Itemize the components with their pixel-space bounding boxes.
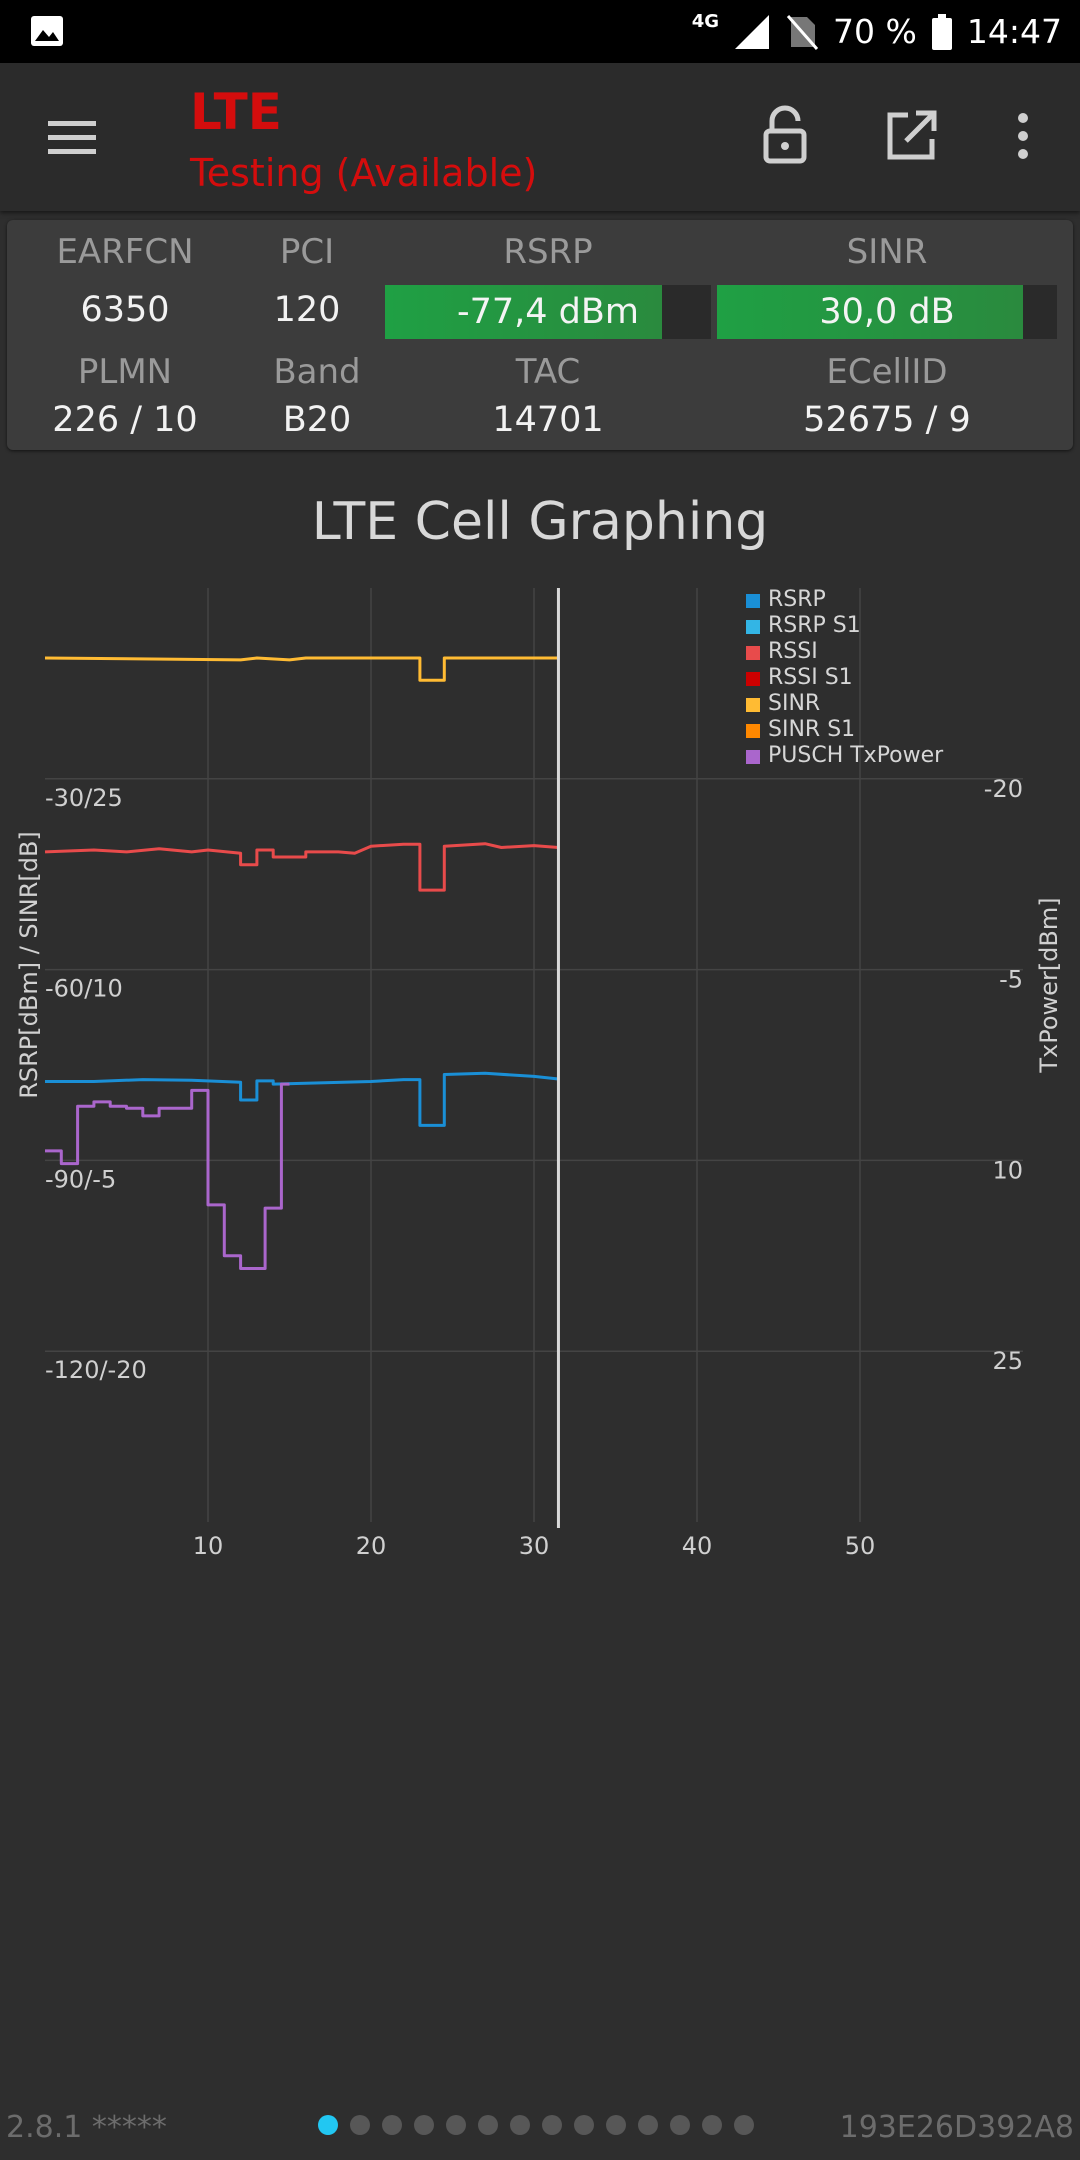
- series-line-rsrp: [45, 1071, 559, 1127]
- page-dot[interactable]: [446, 2115, 466, 2135]
- tac-label: TAC: [515, 352, 581, 392]
- series-line-rssi: [44, 842, 559, 892]
- legend-swatch: [746, 620, 760, 634]
- sinr-label: SINR: [846, 232, 928, 272]
- app-bar: LTE Testing (Available): [0, 63, 1080, 211]
- x-tick-label: 20: [356, 1532, 387, 1560]
- page-dot[interactable]: [510, 2115, 530, 2135]
- legend-swatch: [746, 594, 760, 608]
- legend-swatch: [746, 724, 760, 738]
- page-dot[interactable]: [414, 2115, 434, 2135]
- more-options-icon[interactable]: [990, 103, 1056, 169]
- band-value: B20: [282, 400, 352, 440]
- legend-swatch: [746, 646, 760, 660]
- page-dot[interactable]: [670, 2115, 690, 2135]
- page-dot[interactable]: [542, 2115, 562, 2135]
- legend-label: RSRP: [768, 587, 826, 612]
- device-id-label: 193E26D392A8: [839, 2110, 1074, 2145]
- y-tick-label-left: -30/25: [45, 784, 123, 812]
- open-external-icon[interactable]: [878, 103, 944, 169]
- gallery-notification-icon: [31, 16, 63, 46]
- ecellid-value: 52675 / 9: [803, 400, 971, 440]
- page-dot[interactable]: [478, 2115, 498, 2135]
- legend-label: RSSI: [768, 639, 818, 664]
- legend-swatch: [746, 672, 760, 686]
- plmn-label: PLMN: [77, 352, 173, 392]
- version-label: 2.8.1 *****: [6, 2110, 167, 2145]
- page-dot[interactable]: [318, 2115, 338, 2135]
- sinr-meter: 30,0 dB: [717, 285, 1057, 339]
- chart-title: LTE Cell Graphing: [311, 492, 769, 552]
- rsrp-meter-fill: [385, 285, 663, 339]
- series-line-sinr: [44, 656, 559, 682]
- rsrp-value: -77,4 dBm: [456, 292, 639, 332]
- y-axis-title-left: RSRP[dBm] / SINR[dB]: [15, 831, 43, 1099]
- clock: 14:47: [966, 12, 1062, 51]
- y-tick-label-left: -120/-20: [45, 1356, 147, 1384]
- page-indicator: [318, 2115, 754, 2135]
- y-tick-label-left: -90/-5: [45, 1165, 116, 1193]
- battery-icon: [931, 13, 952, 50]
- tac-value: 14701: [492, 400, 604, 440]
- ecellid-label: ECellID: [826, 352, 948, 392]
- battery-percent: 70 %: [833, 12, 917, 51]
- status-bar: 4G 70 % 14:47: [0, 0, 1080, 63]
- y-tick-label-right: -20: [984, 775, 1023, 803]
- series-line-pusch-txpower: [45, 1082, 290, 1270]
- x-tick-label: 30: [519, 1532, 550, 1560]
- x-tick-label: 40: [682, 1532, 713, 1560]
- sinr-meter-fill: [717, 285, 1023, 339]
- page-dot[interactable]: [606, 2115, 626, 2135]
- signal-strength-icon: [735, 14, 770, 49]
- legend-swatch: [746, 698, 760, 712]
- y-axis-title-right: TxPower[dBm]: [1035, 897, 1063, 1073]
- page-subtitle: Testing (Available): [190, 151, 538, 195]
- earfcn-value: 6350: [80, 290, 170, 330]
- unlock-icon[interactable]: [752, 103, 818, 169]
- y-tick-label-right: -5: [999, 966, 1023, 994]
- menu-icon[interactable]: [40, 107, 106, 167]
- page-dot[interactable]: [638, 2115, 658, 2135]
- lte-cell-graph: 10 20 30 40 50 -30/25 -20 -60/10 -5 -90/-5 10 -120/…: [15, 587, 1063, 1560]
- earfcn-label: EARFCN: [56, 232, 194, 272]
- page-dot[interactable]: [734, 2115, 754, 2135]
- page-dot[interactable]: [574, 2115, 594, 2135]
- legend-label: RSRP S1: [768, 613, 861, 638]
- legend-label: SINR: [768, 691, 820, 716]
- page-dot[interactable]: [702, 2115, 722, 2135]
- x-tick-label: 10: [193, 1532, 224, 1560]
- rsrp-label: RSRP: [503, 232, 593, 272]
- legend-label: SINR S1: [768, 717, 855, 742]
- y-tick-label-right: 25: [992, 1347, 1023, 1375]
- page-title: LTE: [190, 83, 282, 141]
- plmn-value: 226 / 10: [52, 400, 198, 440]
- x-tick-label: 50: [845, 1532, 876, 1560]
- y-tick-label-right: 10: [992, 1156, 1023, 1184]
- cell-info-panel: EARFCN 6350 PCI 120 RSRP -77,4 dBm SINR …: [7, 220, 1073, 450]
- network-type-icon: 4G: [691, 11, 720, 32]
- legend-label: PUSCH TxPower: [768, 743, 944, 768]
- sinr-value: 30,0 dB: [819, 292, 955, 332]
- pci-value: 120: [273, 290, 341, 330]
- rsrp-meter: -77,4 dBm: [385, 285, 711, 339]
- band-label: Band: [273, 352, 361, 392]
- page-dot[interactable]: [382, 2115, 402, 2135]
- legend-label: RSSI S1: [768, 665, 853, 690]
- no-sim-icon: [786, 14, 819, 50]
- legend-swatch: [746, 750, 760, 764]
- y-tick-label-left: -60/10: [45, 975, 123, 1003]
- pci-label: PCI: [279, 232, 335, 272]
- page-dot[interactable]: [350, 2115, 370, 2135]
